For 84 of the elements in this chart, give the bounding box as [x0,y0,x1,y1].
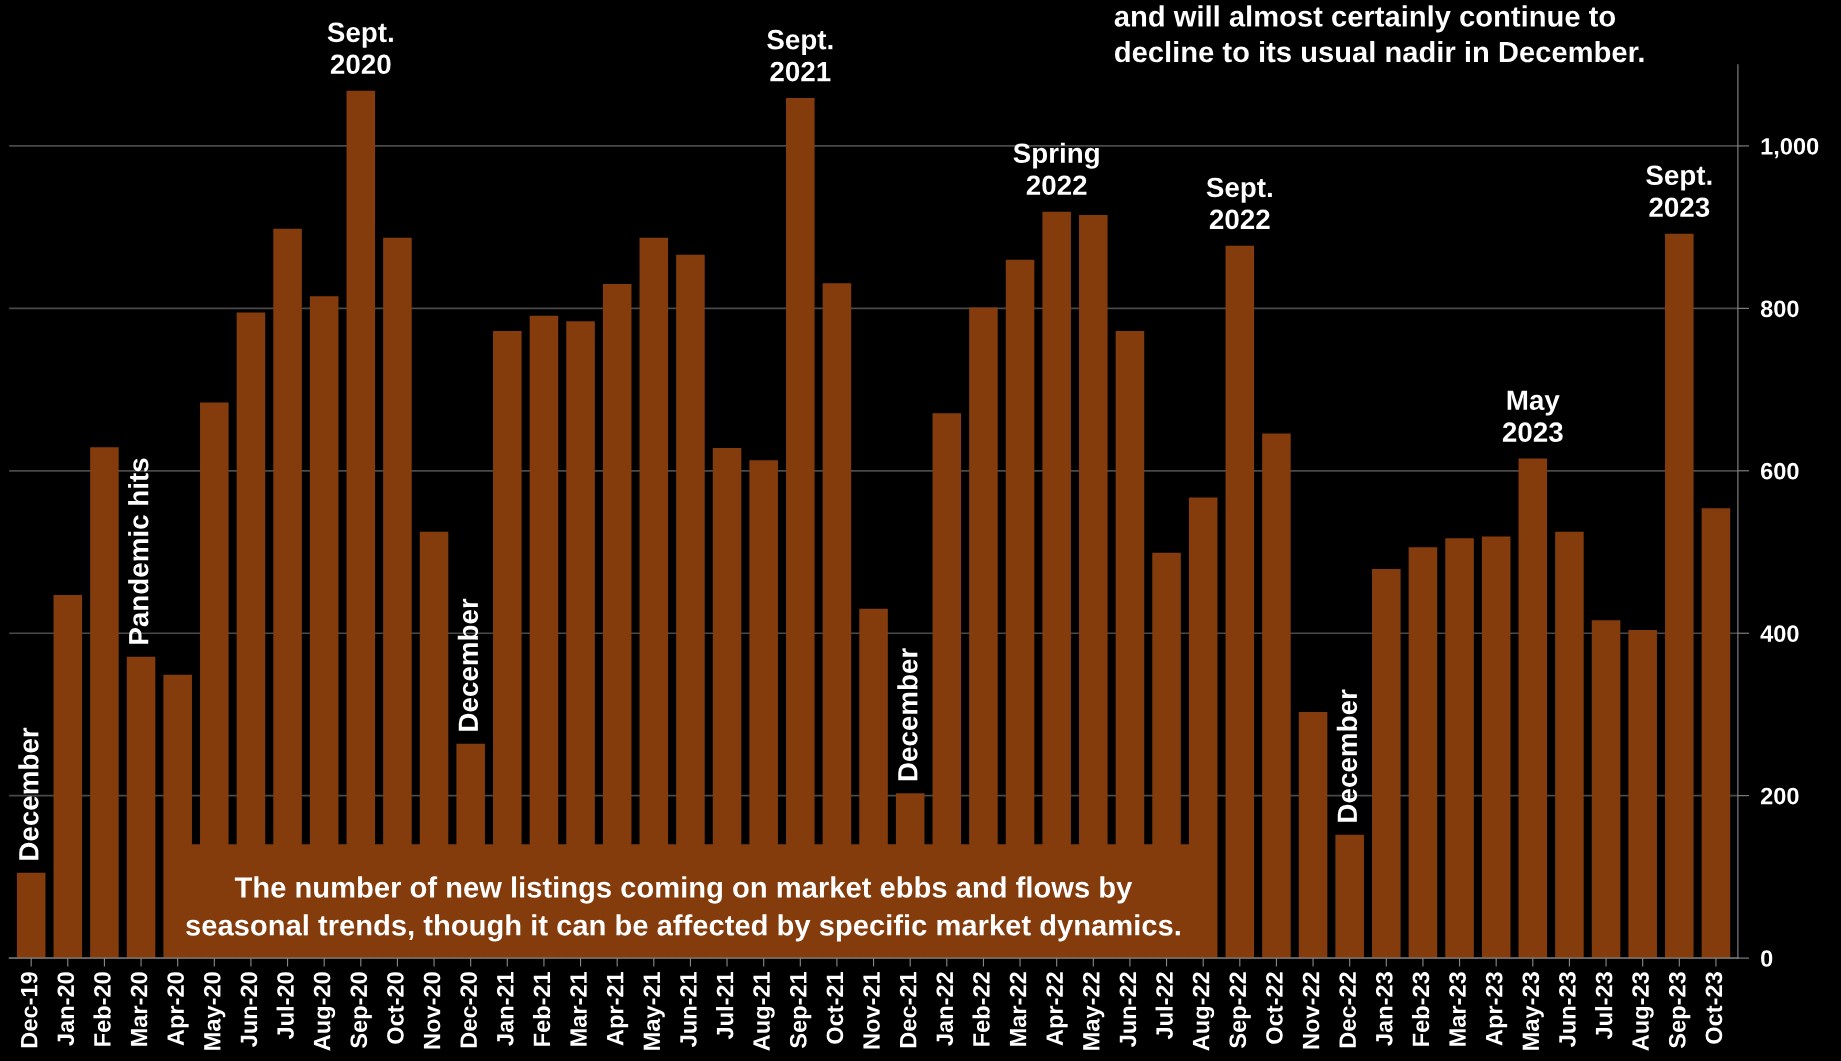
x-tick-label: Feb-22 [972,972,990,1046]
bar [1628,629,1657,959]
bar [1335,834,1364,959]
annotation: December [897,648,918,781]
x-tick-label: Jan-20 [57,972,75,1046]
x-tick-label: Sep-21 [789,971,812,1049]
annotation: December [457,598,479,731]
x-tick-label: Aug-20 [313,972,336,1051]
x-tick-label: Jun-20 [240,972,258,1048]
x-tick-label: Oct-22 [1266,972,1283,1044]
bar [1445,538,1474,959]
x-tick-label: Apr-20 [167,972,189,1046]
x-tick-label: Nov-22 [1302,972,1320,1049]
x-tick-label: Feb-20 [93,972,111,1046]
x-tick-label: Jul-22 [1155,972,1173,1040]
y-tick-label: 200 [1760,787,1799,805]
x-tick-label: Apr-23 [1485,972,1508,1046]
annotation: December [1336,689,1358,822]
annotation: Sept. 2023 [1646,165,1712,218]
bar [1555,531,1584,959]
x-tick-label: Nov-21 [863,971,880,1049]
x-tick-label: Apr-21 [606,971,629,1046]
bar [53,595,83,959]
bar [1591,620,1621,959]
x-tick-label: Sep-22 [1229,972,1251,1049]
x-tick-label: Jun-21 [680,971,697,1048]
annotation: December [18,727,39,860]
x-tick-label: Dec-21 [899,971,917,1048]
x-tick-label: Aug-22 [1192,972,1215,1051]
x-tick-label: Oct-23 [1705,972,1723,1044]
annotation: Sept. 2020 [327,22,393,75]
x-tick-label: Dec-20 [460,972,478,1048]
bar [1225,245,1255,959]
bar [1701,508,1731,959]
x-tick-label: Jul-21 [716,971,734,1040]
x-tick-label: Jan-21 [496,971,514,1046]
x-tick-label: May-20 [203,972,226,1050]
x-tick-label: Sep-20 [350,972,372,1049]
x-tick-label: Jul-23 [1595,972,1613,1040]
x-tick-label: Dec-19 [20,972,38,1048]
x-tick-label: Jan-23 [1375,972,1393,1046]
x-tick-label: Feb-23 [1411,972,1430,1046]
x-tick-label: Oct-20 [387,972,404,1044]
bar [1298,712,1328,959]
bar [1481,536,1511,959]
text: and will almost certainly continue to decline to its usual nadir in December. [1114,5,1644,63]
x-tick-label: Jun-23 [1559,972,1576,1048]
x-tick-label: May-22 [1082,972,1105,1050]
annotation: Sept. 2022 [1206,177,1272,230]
bar [16,872,46,959]
x-tick-label: Jun-22 [1119,972,1137,1048]
bar [1372,569,1401,959]
x-tick-label: May-23 [1522,972,1544,1050]
annotation: Pandemic hits [128,458,149,644]
y-tick-label: 600 [1760,462,1799,480]
y-tick-label: 0 [1761,950,1773,967]
y-tick-label: 1,000 [1761,138,1819,159]
x-tick-label: Jul-20 [276,972,294,1040]
annotation: The number of new listings coming on market ebbs and flows by seasonal trends, though it can be affected by specific market dynamics. [186,876,1180,942]
bar [126,656,156,959]
annotation: Sept. 2021 [767,29,833,82]
x-tick-label: Mar-20 [130,972,148,1046]
x-tick-label: Aug-21 [753,971,775,1051]
x-tick-label: Jan-22 [936,972,954,1046]
bar [90,447,119,959]
bar [1665,233,1694,959]
x-tick-label: Oct-21 [826,971,844,1044]
bar [1518,458,1548,959]
x-tick-label: Dec-22 [1339,972,1357,1048]
x-tick-label: May-21 [643,971,665,1050]
x-tick-label: Apr-22 [1046,972,1068,1046]
x-tick-label: Feb-21 [532,971,551,1046]
y-tick-label: 800 [1760,300,1799,318]
annotation: May 2023 [1502,390,1563,443]
bar [1408,547,1438,959]
annotation: Spring 2022 [1013,142,1099,196]
x-tick-label: Nov-20 [423,972,441,1049]
x-tick-label: Mar-21 [570,971,587,1046]
bar [1262,433,1291,959]
x-tick-label: Sep-23 [1668,972,1691,1049]
y-tick-label: 400 [1760,625,1799,643]
x-tick-label: Mar-22 [1009,972,1027,1046]
x-tick-label: Aug-23 [1632,972,1654,1051]
x-tick-label: Mar-23 [1449,972,1466,1046]
